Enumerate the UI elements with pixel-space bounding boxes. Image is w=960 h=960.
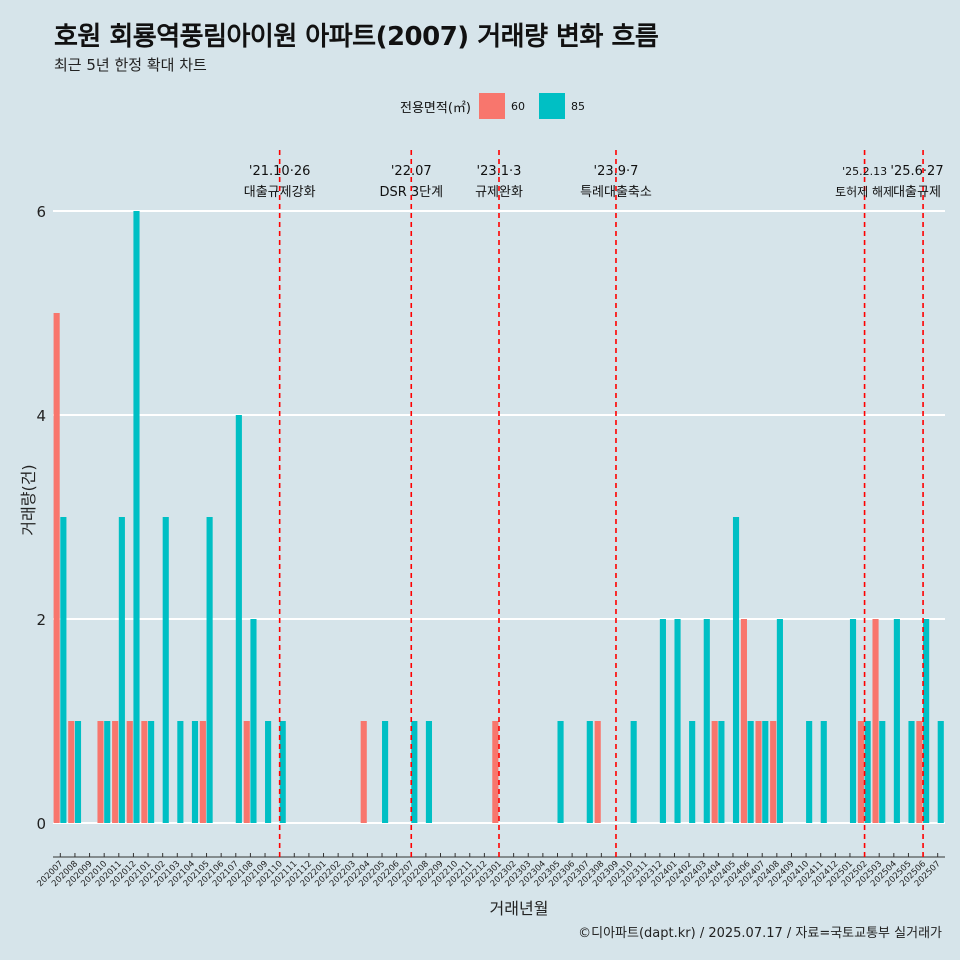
bar-60-202101 [141, 721, 148, 823]
bar-60-202010 [97, 721, 104, 823]
annotation-label-202301: 규제완화 [475, 185, 523, 200]
legend: 전용면적(㎡) 60 85 [400, 93, 599, 119]
legend-swatch-85 [538, 93, 565, 119]
y-tick-label: 2 [36, 611, 46, 629]
bar-60-202502 [857, 721, 864, 823]
bar-85-202011 [118, 517, 125, 823]
bar-60-202408 [770, 721, 777, 823]
legend-label-60: 60 [510, 99, 525, 113]
bar-85-202312 [659, 619, 666, 823]
bar-85-202408 [776, 619, 783, 823]
bar-85-202109 [265, 721, 272, 823]
bar-85-202401 [674, 619, 681, 823]
bar-85-202405 [732, 517, 740, 823]
y-tick-label: 6 [36, 203, 46, 221]
annotation-date-202110: '21.10·26 [249, 164, 310, 179]
bar-60-202404 [711, 721, 718, 823]
bar-85-202012 [133, 211, 140, 823]
bar-85-202307 [586, 721, 593, 823]
legend-title: 전용면적(㎡) [400, 100, 471, 116]
bar-85-202502 [864, 721, 871, 823]
y-tick-label: 0 [36, 815, 46, 833]
x-axis-title: 거래년월 [490, 899, 549, 918]
bar-60-202007 [53, 313, 60, 823]
legend-swatch-60 [478, 93, 505, 119]
bar-85-202010 [104, 721, 111, 823]
bar-60-202011 [112, 721, 119, 823]
annotation-label-202502: 토허제 해제 [835, 185, 894, 199]
bar-85-202404 [718, 721, 725, 823]
legend-label-85: 85 [570, 99, 585, 113]
bar-85-202305 [557, 721, 564, 823]
bar-85-202207 [411, 721, 418, 823]
source-caption: ©디아파트(dapt.kr) / 2025.07.17 / 자료=국토교통부 실… [578, 926, 942, 941]
bar-85-202406 [747, 721, 754, 823]
bar-85-202208 [425, 721, 433, 823]
bar-60-202008 [68, 721, 75, 823]
bar-85-202104 [191, 721, 199, 823]
bar-85-202402 [689, 721, 696, 823]
bar-85-202110 [279, 721, 286, 823]
annotation-label-202506: 대출규제 [893, 185, 941, 200]
bar-85-202505 [908, 721, 915, 823]
chart-title: 호원 회룡역풍림아이원 아파트(2007) 거래량 변화 흐름 [54, 22, 659, 52]
bar-60-202506 [916, 721, 923, 823]
annotation-date-202301: '23.1·3 [477, 164, 522, 179]
bar-60-202108 [243, 721, 250, 823]
bar-60-202308 [594, 721, 601, 823]
bar-85-202504 [893, 619, 900, 823]
bar-60-202105 [199, 721, 206, 823]
bar-60-202503 [872, 619, 879, 823]
annotation-label-202110: 대출규제강화 [244, 185, 316, 200]
bar-85-202411 [820, 721, 827, 823]
y-axis-title: 거래량(건) [19, 464, 38, 535]
annotation-date-202309: '23.9·7 [594, 164, 639, 179]
y-tick-label: 4 [36, 407, 46, 425]
bar-85-202101 [148, 721, 155, 823]
bar-85-202407 [762, 721, 769, 823]
bar-85-202107 [235, 415, 242, 823]
bar-85-202310 [630, 721, 637, 823]
bar-85-202403 [703, 619, 710, 823]
bar-85-202501 [849, 619, 857, 823]
bar-85-202507 [937, 721, 944, 823]
bar-85-202410 [806, 721, 813, 823]
bar-60-202012 [126, 721, 133, 823]
bar-85-202102 [162, 517, 169, 823]
bar-85-202103 [177, 721, 184, 823]
annotation-label-202207: DSR 3단계 [379, 185, 443, 200]
bar-85-202503 [879, 721, 886, 823]
bar-85-202506 [923, 619, 930, 823]
bar-85-202008 [74, 721, 82, 823]
bar-60-202204 [360, 721, 367, 823]
annotation-date-202502: '25.2.13 [842, 165, 887, 178]
annotation-label-202309: 특례대출축소 [580, 185, 652, 200]
annotation-date-202506: '25.6·27 [890, 164, 943, 179]
annotation-date-202207: '22.07 [391, 164, 432, 179]
bar-85-202108 [250, 619, 257, 823]
bar-60-202406 [740, 619, 747, 823]
bar-85-202105 [206, 517, 213, 823]
bar-85-202007 [60, 517, 67, 823]
bar-85-202205 [382, 721, 389, 823]
chart-subtitle: 최근 5년 한정 확대 차트 [54, 56, 207, 74]
bar-60-202407 [755, 721, 762, 823]
bar-60-202301 [492, 721, 499, 823]
